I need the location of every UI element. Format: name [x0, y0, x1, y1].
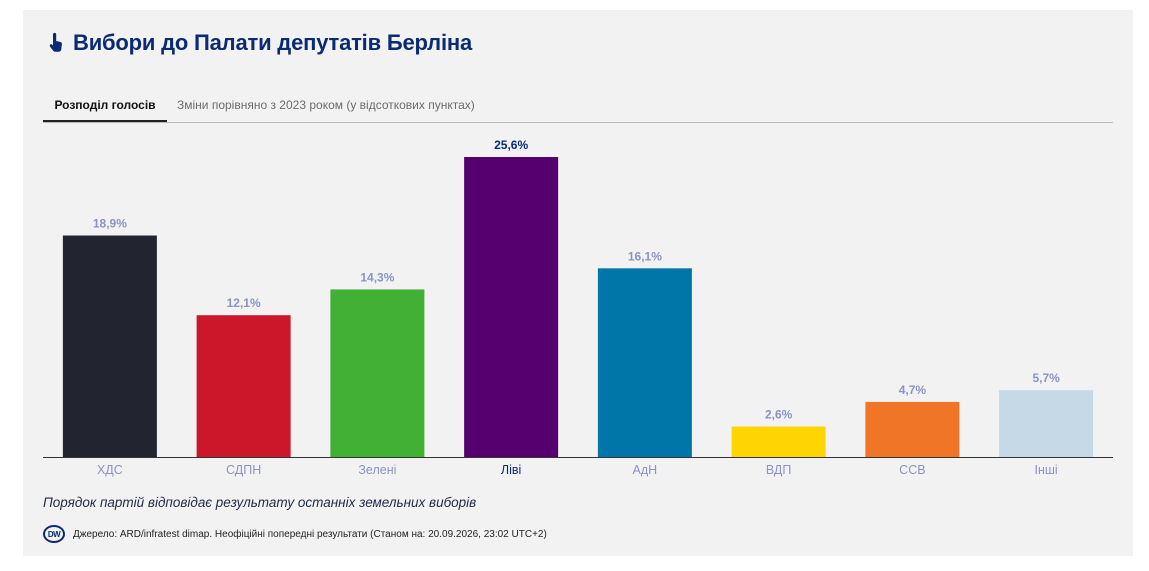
value-label-0: 18,9%	[93, 217, 127, 231]
value-label-3: 25,6%	[494, 138, 528, 152]
bar-1	[196, 315, 291, 457]
value-label-7: 5,7%	[1032, 371, 1060, 385]
bar-4	[597, 268, 692, 457]
bar-0	[62, 235, 157, 457]
category-label-7: Інші	[1035, 463, 1058, 477]
tab-bar: Розподіл голосів Зміни порівняно з 2023 …	[43, 92, 1113, 123]
chart-card	[23, 10, 1133, 556]
pointer-hand-icon	[47, 32, 65, 54]
bar-7	[999, 390, 1094, 457]
category-label-5: ВДП	[766, 463, 792, 477]
category-label-2: Зелені	[358, 463, 396, 477]
category-label-3: Ліві	[501, 463, 521, 477]
category-label-6: ССВ	[899, 463, 925, 477]
bar-2	[330, 289, 425, 457]
category-label-4: АдН	[633, 463, 658, 477]
tab-vote-distribution[interactable]: Розподіл голосів	[43, 92, 167, 122]
value-label-4: 16,1%	[628, 249, 662, 263]
source-line: DW Джерело: ARD/infratest dimap. Неофіці…	[43, 525, 547, 543]
bar-chart: 18,9% ХДС 12,1% СДПН 14,3% Зелені 25,6% Ліві 16,…	[43, 138, 1113, 477]
bar-3	[464, 157, 559, 457]
value-label-6: 4,7%	[899, 383, 927, 397]
tab-changes-since-2023[interactable]: Зміни порівняно з 2023 роком (у відсотко…	[177, 98, 475, 112]
value-label-2: 14,3%	[360, 270, 394, 284]
chart-note: Порядок партій відповідає результату ост…	[43, 495, 477, 510]
value-label-1: 12,1%	[227, 296, 261, 310]
category-label-1: СДПН	[226, 463, 261, 477]
bar-5	[731, 426, 826, 457]
bar-6	[865, 401, 960, 457]
category-label-0: ХДС	[97, 463, 123, 477]
source-text: Джерело: ARD/infratest dimap. Неофіційні…	[73, 528, 547, 540]
page-title: Вибори до Палати депутатів Берліна	[47, 26, 472, 60]
title-text: Вибори до Палати депутатів Берліна	[73, 30, 472, 55]
value-label-5: 2,6%	[765, 408, 793, 422]
dw-logo: DW	[43, 525, 65, 543]
